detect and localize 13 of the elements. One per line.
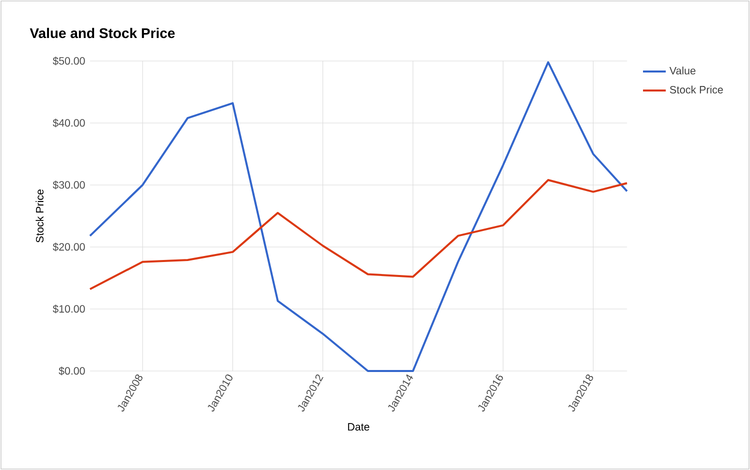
chart-title: Value and Stock Price <box>30 28 175 38</box>
legend-label: Stock Price <box>670 86 723 94</box>
y-axis-title: Stock Price <box>36 190 44 242</box>
y-tick-label: $0.00 <box>58 366 85 376</box>
y-tick-label: $30.00 <box>52 180 85 190</box>
legend-label: Value <box>669 66 696 74</box>
line-series <box>89 61 628 372</box>
y-tick-label: $50.00 <box>52 56 85 66</box>
x-axis-title: Date <box>348 423 370 431</box>
y-tick-label: $20.00 <box>52 242 85 252</box>
y-tick-label: $40.00 <box>52 118 85 128</box>
y-tick-label: $10.00 <box>52 304 85 314</box>
line-series <box>89 179 628 290</box>
